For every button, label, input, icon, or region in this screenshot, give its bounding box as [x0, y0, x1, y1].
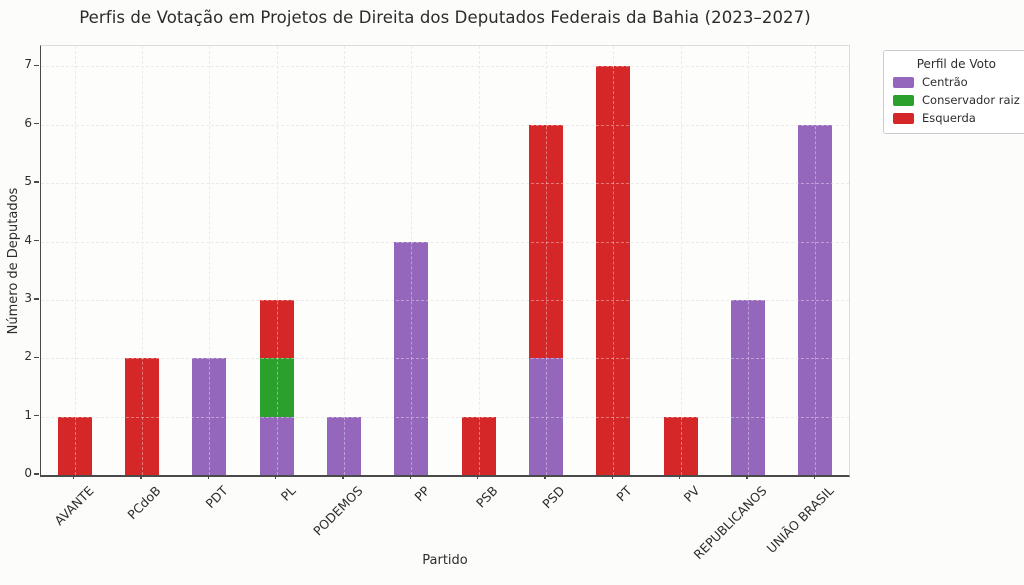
x-tick-mark	[544, 474, 546, 479]
bar-segment	[663, 416, 698, 475]
gridline-vertical	[209, 46, 211, 475]
bar-segment	[798, 124, 833, 475]
gridline-horizontal	[41, 358, 849, 360]
gridline-horizontal	[41, 183, 849, 185]
gridline-vertical	[276, 46, 278, 475]
x-tick-mark	[140, 474, 142, 479]
y-tick-mark	[34, 298, 39, 300]
y-tick-mark	[34, 64, 39, 67]
x-axis-label: Partido	[422, 553, 468, 568]
y-tick-mark	[34, 181, 39, 183]
bar-segment	[529, 358, 563, 475]
gridline-vertical	[613, 46, 615, 475]
gridline-horizontal	[41, 416, 849, 418]
gridline-horizontal	[41, 241, 849, 243]
bar-segment	[259, 416, 294, 475]
y-tick-label: 6	[24, 115, 32, 130]
y-axis-label: Número de Deputados	[6, 187, 21, 335]
y-tick-label: 3	[24, 290, 32, 305]
bar-segment	[57, 416, 92, 475]
plot-area	[40, 45, 850, 477]
gridline-vertical	[815, 46, 817, 475]
legend-label: Centrão	[922, 75, 968, 89]
gridline-horizontal	[41, 299, 849, 301]
gridline-horizontal	[41, 66, 849, 68]
y-tick-label: 0	[24, 466, 32, 480]
gridline-vertical	[748, 46, 749, 475]
bar-segment	[327, 416, 361, 475]
y-tick-label: 4	[24, 232, 32, 247]
gridline-vertical	[680, 46, 682, 475]
gridline-vertical	[209, 46, 211, 475]
gridline-vertical	[142, 46, 143, 475]
y-tick-mark	[34, 473, 39, 475]
gridline-vertical	[276, 46, 278, 475]
legend-label: Conservador raiz	[922, 93, 1020, 107]
legend-entries: Centrão Conservador raiz Esquerda	[893, 75, 1020, 125]
y-tick-label: 5	[24, 174, 32, 189]
bar-segment	[259, 299, 294, 359]
gridline-vertical	[411, 46, 413, 475]
gridline-vertical	[478, 46, 480, 475]
y-tick-label: 2	[24, 349, 32, 364]
x-tick-mark	[72, 474, 75, 479]
gridline-horizontal	[41, 183, 849, 185]
bar-segment	[529, 124, 563, 359]
legend-swatch	[893, 94, 914, 106]
y-tick-label: 7	[24, 57, 32, 72]
gridline-horizontal	[41, 241, 849, 243]
y-tick-mark	[34, 123, 39, 125]
gridline-horizontal	[41, 66, 849, 68]
legend-swatch	[893, 112, 914, 124]
gridline-vertical	[478, 46, 480, 475]
chart-title: Perfis de Votação em Projetos de Direita…	[79, 8, 811, 27]
bar-segment	[125, 358, 159, 475]
legend-title: Perfil de Voto	[916, 57, 997, 71]
legend-label: Esquerda	[922, 111, 976, 125]
gridline-horizontal	[41, 124, 849, 126]
gridline-vertical	[748, 46, 749, 475]
legend-swatch	[893, 76, 914, 88]
legend-entry: Esquerda	[893, 111, 1020, 125]
gridline-vertical	[344, 46, 345, 475]
gridline-horizontal	[41, 299, 849, 301]
x-tick-mark	[476, 474, 479, 479]
bar-segment	[596, 66, 631, 475]
x-tick-mark	[342, 474, 344, 479]
bar-segment	[192, 358, 227, 475]
gridline-vertical	[344, 46, 345, 475]
gridline-vertical	[546, 46, 547, 475]
y-tick-mark	[34, 239, 39, 242]
bar-segment	[731, 299, 765, 475]
x-tick-mark	[409, 474, 412, 479]
x-tick-mark	[274, 474, 277, 479]
gridline-horizontal	[41, 358, 849, 360]
gridline-horizontal	[41, 416, 849, 418]
gridline-vertical	[74, 46, 76, 475]
gridline-vertical	[74, 46, 76, 475]
gridline-horizontal	[41, 124, 849, 126]
y-tick-mark	[34, 356, 39, 358]
x-tick-mark	[746, 474, 748, 479]
y-tick-mark	[34, 414, 39, 417]
gridline-vertical	[680, 46, 682, 475]
legend: Perfil de Voto Centrão Conservador raiz Es…	[883, 50, 1024, 134]
bar-segment	[259, 358, 294, 417]
x-tick-mark	[611, 474, 614, 479]
x-tick-mark	[813, 474, 816, 479]
gridline-vertical	[142, 46, 143, 475]
y-tick-label: 1	[24, 407, 32, 422]
bar-segment	[394, 241, 429, 475]
x-tick-mark	[678, 474, 681, 479]
x-tick-mark	[207, 474, 210, 479]
legend-entry: Centrão	[893, 75, 1020, 89]
bar-segment	[461, 416, 496, 475]
legend-entry: Conservador raiz	[893, 93, 1020, 107]
